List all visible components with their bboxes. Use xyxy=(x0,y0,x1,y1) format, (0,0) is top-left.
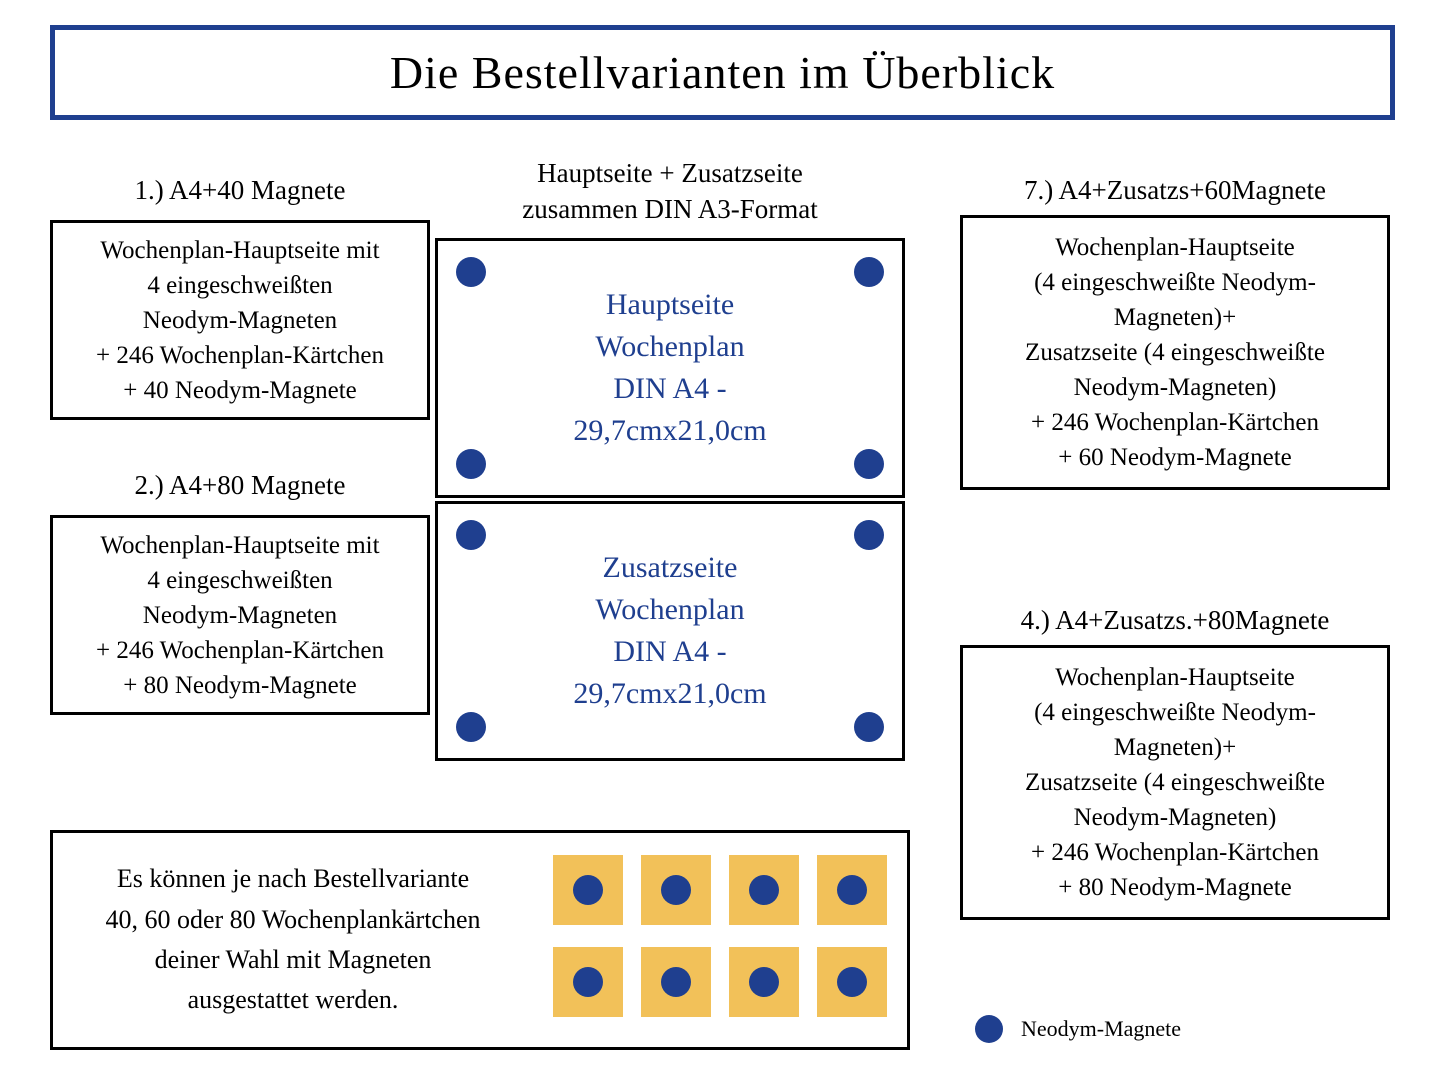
variant-7-body: Wochenplan-Hauptseite(4 eingeschweißte N… xyxy=(1025,230,1325,475)
card-item xyxy=(553,855,623,925)
magnet-dot-icon xyxy=(749,875,779,905)
cards-grid xyxy=(553,855,893,1017)
legend-text: Neodym-Magnete xyxy=(1021,1016,1181,1042)
card-item xyxy=(641,947,711,1017)
card-item xyxy=(817,947,887,1017)
magnet-dot-icon xyxy=(837,875,867,905)
center-head: Hauptseite + Zusatzseitezusammen DIN A3-… xyxy=(405,155,935,228)
magnet-dot-icon xyxy=(837,967,867,997)
variant-2-body: Wochenplan-Hauptseite mit4 eingeschweißt… xyxy=(96,528,384,703)
magnet-dot-icon xyxy=(456,520,486,550)
extra-page-box: ZusatzseiteWochenplanDIN A4 -29,7cmx21,0… xyxy=(435,501,905,761)
variant-2-box: Wochenplan-Hauptseite mit4 eingeschweißt… xyxy=(50,515,430,715)
magnet-dot-icon xyxy=(456,712,486,742)
magnet-dot-icon xyxy=(456,449,486,479)
card-item xyxy=(729,855,799,925)
variant-1-head: 1.) A4+40 Magnete xyxy=(50,175,430,206)
variant-4-body: Wochenplan-Hauptseite(4 eingeschweißte N… xyxy=(1025,660,1325,905)
variant-2-head: 2.) A4+80 Magnete xyxy=(50,470,430,501)
variant-1-box: Wochenplan-Hauptseite mit4 eingeschweißt… xyxy=(50,220,430,420)
magnet-dot-icon xyxy=(661,875,691,905)
magnet-dot-icon xyxy=(661,967,691,997)
magnet-dot-icon xyxy=(456,257,486,287)
magnet-dot-icon xyxy=(975,1015,1003,1043)
main-page-box: HauptseiteWochenplanDIN A4 -29,7cmx21,0c… xyxy=(435,238,905,498)
main-page-text: HauptseiteWochenplanDIN A4 -29,7cmx21,0c… xyxy=(573,284,766,452)
page-title: Die Bestellvarianten im Überblick xyxy=(390,46,1055,99)
title-box: Die Bestellvarianten im Überblick xyxy=(50,25,1395,120)
card-item xyxy=(729,947,799,1017)
variant-7-box: Wochenplan-Hauptseite(4 eingeschweißte N… xyxy=(960,215,1390,490)
magnet-dot-icon xyxy=(854,712,884,742)
magnet-dot-icon xyxy=(854,449,884,479)
legend: Neodym-Magnete xyxy=(975,1015,1181,1043)
card-item xyxy=(553,947,623,1017)
card-item xyxy=(641,855,711,925)
bottom-text: Es können je nach Bestellvariante40, 60 … xyxy=(53,859,523,1020)
variant-7-head: 7.) A4+Zusatzs+60Magnete xyxy=(960,175,1390,206)
magnet-dot-icon xyxy=(854,257,884,287)
extra-page-text: ZusatzseiteWochenplanDIN A4 -29,7cmx21,0… xyxy=(573,547,766,715)
variant-4-head: 4.) A4+Zusatzs.+80Magnete xyxy=(960,605,1390,636)
magnet-dot-icon xyxy=(573,875,603,905)
bottom-info-box: Es können je nach Bestellvariante40, 60 … xyxy=(50,830,910,1050)
magnet-dot-icon xyxy=(854,520,884,550)
magnet-dot-icon xyxy=(749,967,779,997)
magnet-dot-icon xyxy=(573,967,603,997)
card-item xyxy=(817,855,887,925)
variant-1-body: Wochenplan-Hauptseite mit4 eingeschweißt… xyxy=(96,233,384,408)
variant-4-box: Wochenplan-Hauptseite(4 eingeschweißte N… xyxy=(960,645,1390,920)
